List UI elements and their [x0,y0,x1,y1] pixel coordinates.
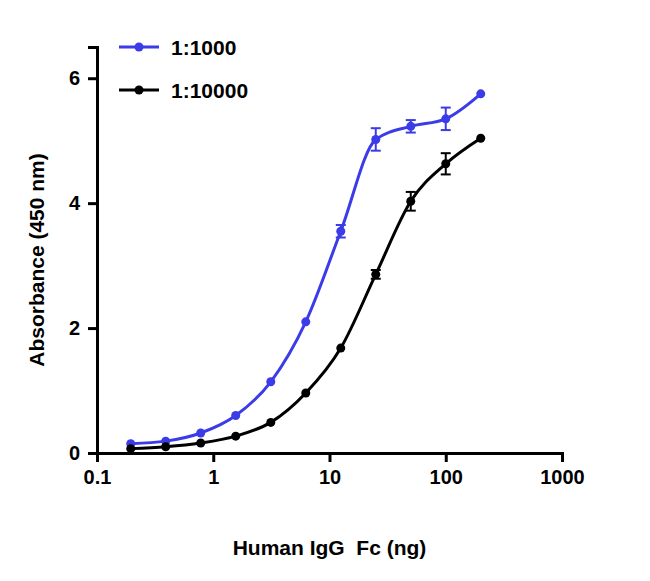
point [406,197,415,206]
chart: 0.1 1 10 100 1000 0 2 4 6 Human IgG Fc (ng) Absorb… [0,0,650,581]
x-tick-label: 10 [319,466,341,488]
x-tick: 10 [319,453,341,488]
error-bar [406,192,416,211]
x-tick-mark [212,453,215,462]
point [336,344,345,353]
legend-item: 1:1000 [119,36,236,59]
legend: 1:1000 1:10000 [119,36,248,102]
y-tick: 2 [69,317,97,339]
point [196,439,205,448]
legend-marker [135,86,144,95]
error-bar-cap [406,191,416,193]
y-tick-label: 6 [69,67,80,89]
x-tick-label: 1000 [540,466,585,488]
error-bar-cap [371,150,381,152]
y-tick-label: 4 [69,192,81,214]
legend-label: 1:10000 [171,79,248,102]
y-tick: 4 [69,192,97,214]
point [371,270,380,279]
y-tick-mark [88,202,97,205]
error-bar-cap [441,173,451,175]
point [406,122,415,131]
series [126,89,485,448]
x-tick-mark [445,453,448,462]
point [266,377,275,386]
series [126,134,485,453]
y-tick-mark [88,452,97,455]
plot-area [126,89,485,453]
axis-line [98,454,563,463]
point [301,389,310,398]
x-tick: 0.1 [84,453,112,488]
y-tick-mark [88,77,97,80]
x-tick-mark [329,453,332,462]
y-tick-label: 0 [69,442,80,464]
x-tick: 1 [208,453,219,488]
error-bar-cap [371,127,381,129]
error-bar [441,108,451,130]
y-axis-title: Absorbance (450 nm) [25,153,48,367]
error-bar-cap [441,107,451,109]
point [301,317,310,326]
point [126,444,135,453]
y-tick-label: 2 [69,317,80,339]
error-bar-cap [441,129,451,131]
point [231,432,240,441]
y-tick: 0 [69,442,97,464]
x-tick: 1000 [540,453,585,488]
x-axis: 0.1 1 10 100 1000 [84,453,585,488]
point [266,418,275,427]
x-tick-mark [561,453,564,462]
axis-line [88,48,98,454]
point [476,134,485,143]
legend-label: 1:1000 [171,36,236,59]
error-bar [336,225,346,237]
y-tick-mark [88,327,97,330]
x-tick-label: 1 [208,466,219,488]
x-tick: 100 [430,453,463,488]
y-axis: 0 2 4 6 [69,48,98,464]
point [371,135,380,144]
y-tick: 6 [69,67,97,89]
point [476,89,485,98]
error-bar-cap [336,224,346,226]
error-bar-cap [406,119,416,121]
point [196,429,205,438]
point [161,442,170,451]
error-bar [441,153,451,174]
error-bar [371,128,381,150]
error-bar [371,270,381,279]
error-bar-cap [336,237,346,239]
legend-marker [135,43,144,52]
x-tick-label: 0.1 [84,466,112,488]
error-bar [406,120,416,132]
point [231,411,240,420]
x-tick-label: 100 [430,466,463,488]
error-bar-cap [406,132,416,134]
legend-item: 1:10000 [119,79,248,102]
series-line [131,94,481,444]
series-line [131,138,481,448]
point [441,114,450,123]
error-bar-cap [406,210,416,212]
x-axis-title: Human IgG Fc (ng) [233,536,427,559]
point [441,159,450,168]
point [336,227,345,236]
error-bar-cap [441,152,451,154]
